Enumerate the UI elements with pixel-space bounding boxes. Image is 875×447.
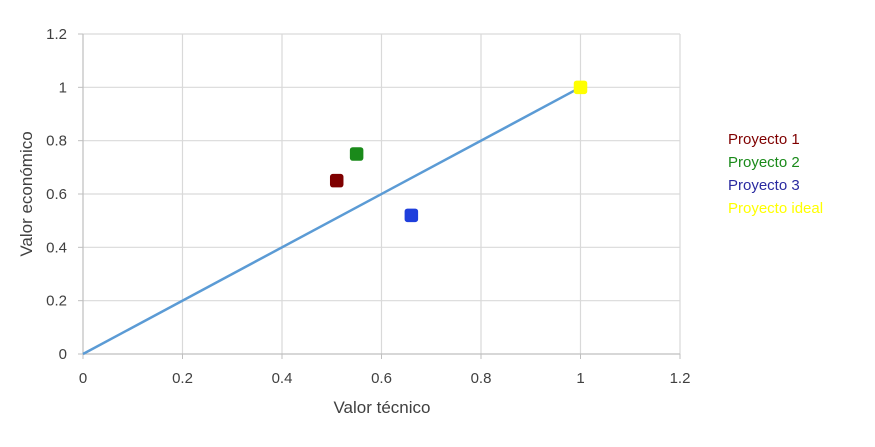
- tick-labels: 0 0.2 0.4 0.6 0.8 1 1.2 0 0.2 0.4 0.6 0.8 1 1.2: [46, 26, 690, 387]
- y-tick-label: 1.2: [46, 26, 67, 43]
- legend: Proyecto 1 Proyecto 2 Proyecto 3 Proyect…: [728, 131, 823, 217]
- x-tick-label: 1: [576, 370, 584, 387]
- legend-label-proyecto-3: Proyecto 3: [728, 177, 800, 194]
- data-points: [329, 80, 588, 223]
- data-point-proyecto-1: [329, 173, 344, 188]
- y-tick-label: 0.8: [46, 133, 67, 150]
- y-tick-label: 0: [59, 346, 67, 363]
- axes: [78, 33, 681, 359]
- reference-line-group: [82, 86, 582, 356]
- data-point-proyecto-ideal: [573, 80, 588, 95]
- x-tick-label: 0.2: [172, 370, 193, 387]
- x-tick-label: 0.8: [471, 370, 492, 387]
- data-point-proyecto-2: [349, 147, 364, 161]
- y-tick-label: 0.4: [46, 239, 67, 256]
- legend-label-proyecto-2: Proyecto 2: [728, 154, 800, 171]
- y-tick-label: 0.2: [46, 293, 67, 310]
- legend-label-proyecto-1: Proyecto 1: [728, 131, 800, 148]
- reference-line: [82, 86, 582, 356]
- x-tick-label: 0: [79, 370, 87, 387]
- x-tick-label: 0.4: [272, 370, 293, 387]
- x-axis-title: Valor técnico: [333, 398, 430, 417]
- x-tick-label: 1.2: [670, 370, 691, 387]
- x-tick-label: 0.6: [371, 370, 392, 387]
- data-point-proyecto-3: [404, 208, 419, 223]
- y-tick-label: 0.6: [46, 186, 67, 203]
- y-tick-label: 1: [59, 79, 67, 96]
- legend-label-proyecto-ideal: Proyecto ideal: [728, 200, 823, 217]
- y-axis-title: Valor económico: [17, 131, 36, 256]
